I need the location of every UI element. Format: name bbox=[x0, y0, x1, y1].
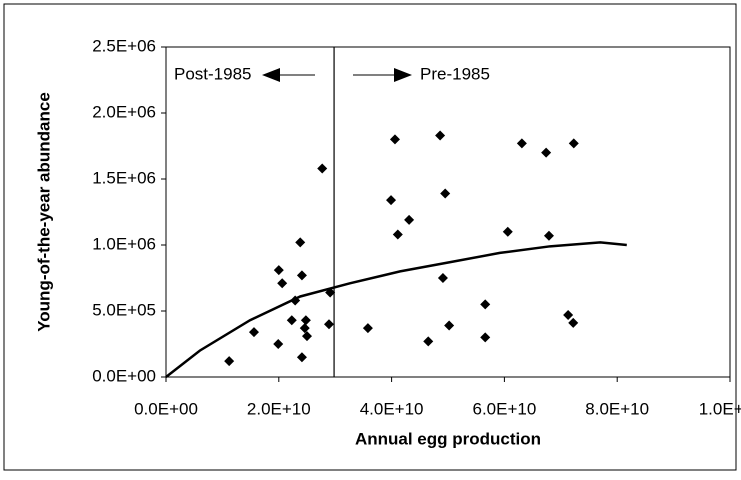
y-tick-label: 0.0E+00 bbox=[92, 366, 156, 385]
data-point bbox=[277, 278, 288, 289]
x-tick-label: 2.0E+10 bbox=[247, 399, 311, 418]
fit-curve bbox=[165, 241, 627, 378]
plot-frame bbox=[165, 46, 731, 378]
data-point bbox=[362, 323, 373, 334]
annotation: Pre-1985 bbox=[420, 64, 490, 83]
y-tick-label: 2.5E+06 bbox=[92, 36, 156, 55]
data-point bbox=[437, 273, 448, 283]
data-point bbox=[444, 320, 455, 331]
x-tick-label: 0.0E+00 bbox=[134, 399, 198, 418]
data-point bbox=[502, 226, 513, 237]
data-point bbox=[404, 214, 415, 225]
data-point bbox=[392, 229, 403, 240]
data-point bbox=[302, 331, 312, 342]
y-axis-label: Young-of-the-year abundance bbox=[34, 92, 53, 332]
data-point bbox=[386, 195, 397, 206]
data-point bbox=[543, 230, 554, 241]
data-point bbox=[480, 299, 491, 310]
data-point bbox=[300, 315, 311, 326]
x-tick-label: 1.0E+11 bbox=[699, 399, 741, 418]
data-point bbox=[516, 138, 527, 149]
chart-frame bbox=[3, 3, 737, 471]
data-point bbox=[568, 317, 579, 328]
data-point bbox=[296, 352, 307, 363]
y-tick-label: 1.0E+06 bbox=[92, 234, 156, 253]
arrow-left bbox=[262, 68, 315, 82]
data-point bbox=[435, 130, 446, 141]
data-point bbox=[248, 327, 259, 338]
data-point bbox=[389, 134, 400, 145]
y-tick-label: 1.5E+06 bbox=[92, 168, 156, 187]
data-point bbox=[541, 147, 552, 158]
data-point bbox=[568, 138, 579, 149]
x-axis-label: Annual egg production bbox=[355, 429, 541, 448]
data-point bbox=[323, 319, 334, 330]
data-point bbox=[480, 332, 491, 343]
data-point bbox=[295, 237, 306, 248]
y-tick-label: 5.0E+05 bbox=[92, 300, 156, 319]
data-point bbox=[325, 287, 336, 298]
data-point bbox=[273, 339, 284, 349]
data-point bbox=[224, 356, 235, 367]
data-point bbox=[440, 188, 451, 199]
y-tick-label: 2.0E+06 bbox=[92, 102, 156, 121]
data-point bbox=[286, 315, 297, 326]
data-point bbox=[296, 270, 307, 281]
annotation: Post-1985 bbox=[174, 64, 252, 83]
data-point bbox=[290, 295, 301, 306]
x-tick-label: 6.0E+10 bbox=[472, 399, 536, 418]
x-tick-label: 4.0E+10 bbox=[360, 399, 424, 418]
data-point bbox=[273, 265, 284, 276]
data-point bbox=[299, 323, 310, 334]
x-tick-label: 8.0E+10 bbox=[585, 399, 649, 418]
data-point bbox=[317, 163, 328, 174]
arrow-right bbox=[353, 68, 412, 82]
data-point bbox=[423, 336, 434, 347]
data-point bbox=[563, 309, 574, 320]
